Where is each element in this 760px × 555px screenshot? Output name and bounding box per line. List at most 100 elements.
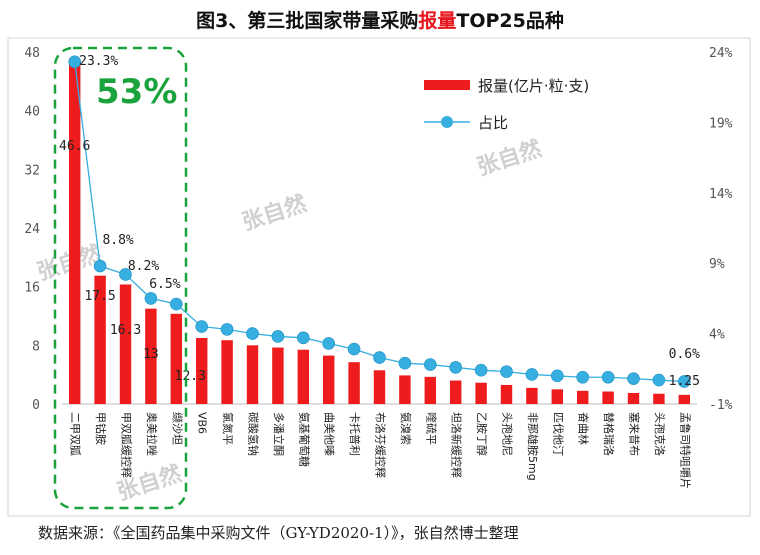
category-label: 二甲双胍 [69, 412, 83, 456]
bar-13 [373, 370, 386, 404]
bar-14 [399, 375, 411, 404]
bar-24 [653, 393, 665, 404]
bar-2 [94, 275, 106, 404]
share-point-5 [170, 297, 183, 311]
share-point-25 [677, 375, 691, 388]
chart-frame [7, 37, 751, 517]
share-point-2 [93, 259, 107, 273]
watermark-text: 张自然 [474, 136, 545, 181]
bar-data-label: 46.6 [59, 139, 90, 154]
share-line [68, 55, 691, 388]
share-point-18 [500, 365, 513, 378]
category-label: 甲双胍缓控释 [120, 412, 134, 478]
category-label: 曲美他嗪 [323, 412, 336, 456]
chart-canvas: 张自然张自然张自然张自然 081624324048-1%4%9%14%19%24… [7, 37, 751, 517]
title-highlight: 报量 [418, 10, 457, 32]
share-point-9 [271, 330, 285, 343]
share-point-1 [68, 55, 81, 69]
left-axis-tick-label: 48 [24, 46, 40, 61]
share-data-label: 23.3% [79, 54, 118, 69]
category-label: 替格瑞洛 [602, 412, 616, 456]
bar-20 [551, 389, 564, 404]
share-point-4 [144, 292, 158, 305]
share-point-14 [398, 356, 412, 370]
legend-line-marker [441, 116, 453, 128]
bar-data-label: 12.3 [175, 369, 206, 384]
category-label: VB6 [196, 412, 209, 434]
share-data-label: 8.8% [102, 233, 133, 248]
watermark-text: 张自然 [239, 191, 310, 236]
share-data-label: 0.6% [669, 347, 700, 362]
share-point-16 [449, 361, 463, 374]
share-point-7 [220, 323, 234, 336]
right-axis-tick-label: 14% [709, 187, 733, 202]
category-label: 乙胺丁醇 [475, 412, 489, 456]
bar-7 [221, 340, 233, 404]
bar-10 [297, 349, 310, 404]
bar-data-label: 16.3 [110, 323, 141, 338]
bar-3 [119, 284, 132, 404]
bar-17 [475, 382, 487, 404]
bar-21 [576, 390, 589, 404]
bar-data-label: 1.25 [669, 374, 700, 389]
category-label: 头孢克洛 [653, 412, 667, 456]
title-suffix: TOP25品种 [456, 10, 564, 32]
right-axis-tick-label: -1% [709, 398, 733, 413]
category-label: 孟鲁司特咀嚼片 [678, 412, 692, 489]
right-axis-tick-label: 9% [709, 257, 725, 272]
left-axis-tick-label: 40 [24, 105, 40, 120]
left-axis-tick-label: 16 [24, 281, 40, 296]
bar-22 [602, 391, 614, 404]
chart-title: 图3、第三批国家带量采购报量TOP25品种 [0, 6, 760, 33]
bar-4 [145, 308, 157, 404]
category-label: 布洛芬缓控释 [374, 412, 388, 478]
category-label: 头孢地尼 [501, 412, 514, 456]
category-labels: 二甲双胍 甲钴胺 甲双胍缓控释 奥美拉唑 缬沙坦 VB6 氯氮平 碳酸氢钠 多潘立酮 氨基葡萄糖曲… [69, 412, 693, 489]
left-axis-tick-label: 24 [24, 222, 40, 237]
category-label: 喹硫平 [424, 412, 438, 445]
right-axis-tick-label: 19% [709, 116, 733, 131]
title-prefix: 图3、第三批国家带量采购 [196, 10, 419, 32]
share-point-13 [373, 351, 386, 364]
bar-data-label: 17.5 [84, 289, 115, 304]
share-point-6 [195, 320, 208, 333]
share-point-12 [347, 342, 361, 356]
share-point-15 [423, 358, 437, 371]
share-point-19 [525, 368, 539, 381]
category-label: 多潘立酮 [272, 412, 286, 456]
category-label: 缬沙坦 [170, 412, 184, 445]
category-label: 氨溴索 [399, 412, 413, 445]
left-axis-tick-label: 8 [32, 339, 40, 354]
category-label: 坦洛新缓控释 [450, 412, 464, 478]
share-data-label: 6.5% [149, 277, 180, 292]
legend-bar-swatch [424, 80, 470, 90]
bar-19 [526, 387, 538, 404]
annotation-53-percent: 53% [96, 72, 177, 112]
share-point-20 [550, 369, 564, 383]
bar-16 [449, 380, 462, 404]
share-point-11 [322, 337, 336, 350]
share-data-label: 8.2% [128, 259, 159, 274]
category-label: 非那雄胺5mg [526, 412, 540, 481]
bar-11 [322, 355, 335, 404]
bar-15 [424, 376, 437, 404]
bars [68, 62, 691, 405]
bar-23 [627, 393, 640, 404]
left-axis-tick-label: 32 [24, 163, 40, 178]
bar-18 [500, 384, 513, 404]
bar-6 [195, 338, 208, 404]
bar-25 [678, 394, 691, 404]
category-label: 奋曲林 [577, 412, 591, 445]
category-label: 氯氮平 [221, 412, 235, 445]
bar-5 [170, 313, 183, 404]
category-label: 匹伐他汀 [551, 412, 564, 456]
bar-data-label: 13 [143, 347, 159, 362]
share-point-24 [652, 373, 666, 387]
bar-12 [348, 362, 360, 404]
bar-1 [68, 62, 81, 405]
share-point-3 [119, 268, 132, 281]
share-point-22 [601, 370, 615, 384]
share-point-21 [576, 370, 590, 384]
watermarks: 张自然张自然张自然张自然 [34, 136, 545, 506]
right-axis-tick-label: 24% [709, 46, 733, 61]
